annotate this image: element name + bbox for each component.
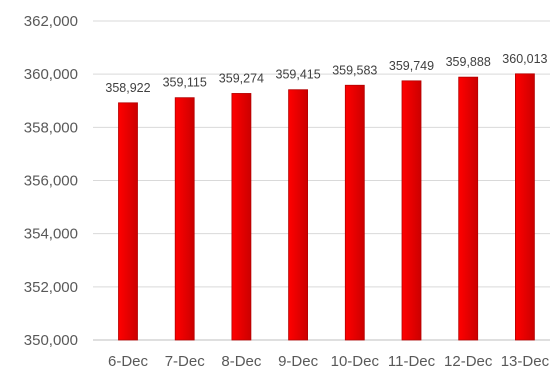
x-tick-label: 6-Dec [108,353,149,370]
data-label: 358,922 [105,81,150,95]
bar-6-dec [118,102,138,341]
x-axis-tick-labels: 6-Dec 7-Dec 8-Dec 9-Dec 10-Dec 11-Dec 12-Dec 13… [108,353,550,370]
bar-10-dec [344,84,365,341]
x-tick-label: 10-Dec [331,353,380,370]
y-tick-label: 362,000 [24,13,78,30]
data-label: 359,274 [219,71,264,85]
x-tick-label: 13-Dec [501,353,550,370]
y-tick-label: 360,000 [24,66,78,83]
y-tick-label: 356,000 [24,173,78,190]
y-tick-label: 350,000 [24,332,78,349]
y-tick-label: 358,000 [24,119,78,136]
gridlines [93,20,550,341]
data-labels: 358,922 359,115 359,274 359,415 359,583 359,7… [105,52,547,95]
bar-13-dec [515,73,535,341]
x-tick-label: 11-Dec [388,353,436,370]
bar-8-dec [231,93,252,341]
bars [118,73,535,341]
data-label: 359,115 [163,76,207,90]
x-tick-label: 12-Dec [444,353,493,370]
bar-11-dec [401,80,422,341]
x-tick-label: 8-Dec [221,353,262,370]
bar-7-dec [174,97,195,341]
data-label: 360,013 [502,52,547,66]
data-label: 359,888 [446,55,491,69]
y-tick-label: 352,000 [24,279,78,296]
y-tick-label: 354,000 [24,226,78,243]
x-tick-label: 9-Dec [278,353,319,370]
y-axis-tick-labels: 350,000 352,000 354,000 356,000 358,000 360,0… [24,13,78,349]
bar-12-dec [458,76,479,341]
data-label: 359,583 [332,63,377,77]
x-tick-label: 7-Dec [165,353,206,370]
bar-9-dec [288,89,309,341]
data-label: 359,415 [276,68,321,82]
data-label: 359,749 [389,59,434,73]
